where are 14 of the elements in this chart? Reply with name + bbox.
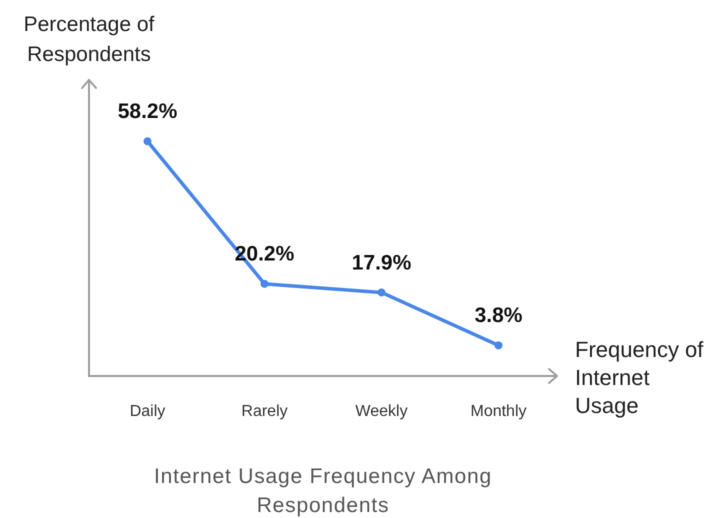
point (260, 280, 268, 288)
x-tick-label: Weekly (355, 403, 408, 420)
point (378, 288, 386, 296)
point (494, 341, 502, 350)
x-tick-label: Daily (130, 403, 166, 420)
point (144, 137, 152, 146)
x-axis-title: Frequency of Internet Usage (575, 336, 704, 420)
x-tick-label: Rarely (241, 403, 288, 420)
y-axis-title: Percentage of Respondents (22, 12, 156, 68)
text: Internet Usage Frequency Among Respondents (152, 464, 493, 518)
data-label: 58.2% (118, 100, 178, 124)
data-label: 17.9% (352, 251, 412, 274)
x-tick-label: Monthly (470, 403, 527, 420)
data-label: 3.8% (474, 304, 523, 328)
